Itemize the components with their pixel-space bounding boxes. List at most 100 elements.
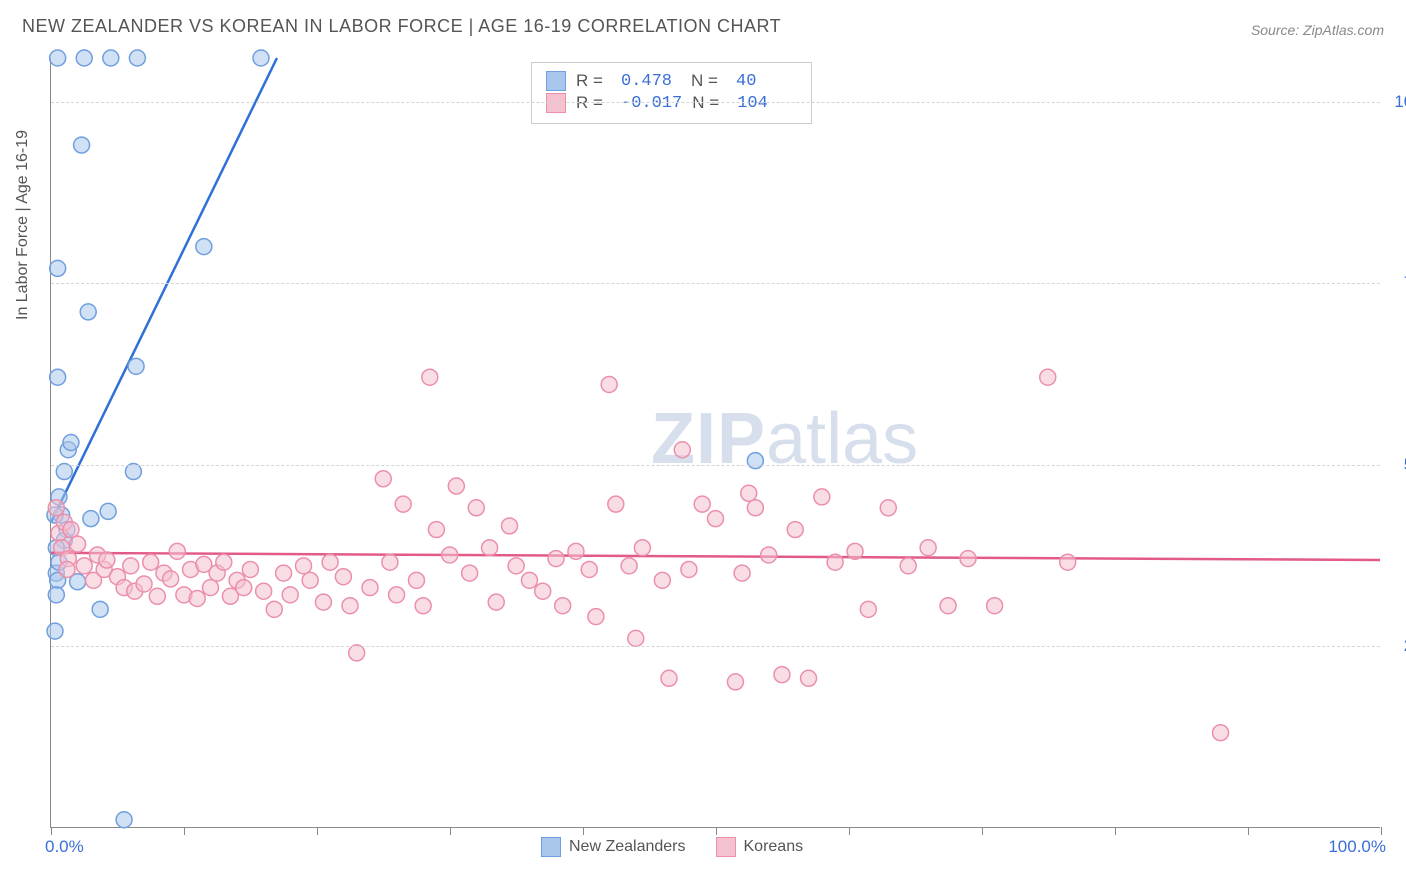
data-point	[296, 558, 312, 574]
source-attribution: Source: ZipAtlas.com	[1251, 22, 1384, 38]
scatter-svg	[51, 58, 1380, 827]
data-point	[56, 464, 72, 480]
data-point	[196, 239, 212, 255]
x-tick	[583, 827, 584, 835]
data-point	[860, 601, 876, 617]
data-point	[80, 304, 96, 320]
data-point	[63, 522, 79, 538]
legend-value-r: -0.017	[621, 94, 682, 113]
data-point	[103, 50, 119, 66]
data-point	[1060, 554, 1076, 570]
data-point	[202, 580, 218, 596]
data-point	[276, 565, 292, 581]
data-point	[342, 598, 358, 614]
data-point	[282, 587, 298, 603]
data-point	[747, 500, 763, 516]
data-point	[76, 558, 92, 574]
data-point	[395, 496, 411, 512]
x-tick	[51, 827, 52, 835]
data-point	[468, 500, 484, 516]
data-point	[940, 598, 956, 614]
data-point	[521, 572, 537, 588]
data-point	[601, 376, 617, 392]
y-axis-label: In Labor Force | Age 16-19	[14, 130, 32, 320]
data-point	[59, 561, 75, 577]
x-tick	[716, 827, 717, 835]
data-point	[960, 551, 976, 567]
legend-swatch	[546, 93, 566, 113]
data-point	[143, 554, 159, 570]
data-point	[774, 667, 790, 683]
data-point	[63, 435, 79, 451]
legend-item-label: Koreans	[744, 838, 804, 856]
data-point	[50, 260, 66, 276]
data-point	[253, 50, 269, 66]
data-point	[125, 464, 141, 480]
data-point	[747, 453, 763, 469]
x-tick	[450, 827, 451, 835]
data-point	[322, 554, 338, 570]
data-point	[335, 569, 351, 585]
data-point	[123, 558, 139, 574]
data-point	[129, 50, 145, 66]
data-point	[422, 369, 438, 385]
data-point	[48, 587, 64, 603]
legend-item-label: New Zealanders	[569, 838, 686, 856]
data-point	[76, 50, 92, 66]
x-tick	[1381, 827, 1382, 835]
legend-swatch	[541, 837, 561, 857]
data-point	[70, 536, 86, 552]
x-axis-min-label: 0.0%	[45, 837, 84, 857]
data-point	[847, 543, 863, 559]
data-point	[442, 547, 458, 563]
x-tick	[317, 827, 318, 835]
data-point	[708, 511, 724, 527]
data-point	[415, 598, 431, 614]
data-point	[136, 576, 152, 592]
data-point	[48, 500, 64, 516]
data-point	[169, 543, 185, 559]
gridline-h	[51, 283, 1380, 284]
data-point	[535, 583, 551, 599]
correlation-legend: R =0.478N =40R =-0.017N =104	[531, 62, 812, 124]
data-point	[408, 572, 424, 588]
data-point	[761, 547, 777, 563]
data-point	[588, 609, 604, 625]
data-point	[741, 485, 757, 501]
data-point	[654, 572, 670, 588]
data-point	[880, 500, 896, 516]
data-point	[694, 496, 710, 512]
legend-label-n: N =	[692, 93, 727, 113]
data-point	[787, 522, 803, 538]
data-point	[621, 558, 637, 574]
data-point	[814, 489, 830, 505]
data-point	[628, 630, 644, 646]
legend-row: R =-0.017N =104	[546, 93, 797, 113]
data-point	[74, 137, 90, 153]
data-point	[1040, 369, 1056, 385]
gridline-h	[51, 646, 1380, 647]
data-point	[50, 50, 66, 66]
data-point	[482, 540, 498, 556]
data-point	[448, 478, 464, 494]
data-point	[163, 571, 179, 587]
data-point	[315, 594, 331, 610]
legend-item: New Zealanders	[541, 837, 686, 857]
x-tick	[1115, 827, 1116, 835]
trend-line	[51, 58, 277, 522]
data-point	[1213, 725, 1229, 741]
x-tick	[849, 827, 850, 835]
data-point	[608, 496, 624, 512]
data-point	[362, 580, 378, 596]
legend-label-r: R =	[576, 71, 611, 91]
data-point	[92, 601, 108, 617]
data-point	[734, 565, 750, 581]
data-point	[375, 471, 391, 487]
data-point	[661, 670, 677, 686]
data-point	[502, 518, 518, 534]
data-point	[488, 594, 504, 610]
legend-item: Koreans	[716, 837, 804, 857]
data-point	[581, 561, 597, 577]
data-point	[242, 561, 258, 577]
legend-label-r: R =	[576, 93, 611, 113]
